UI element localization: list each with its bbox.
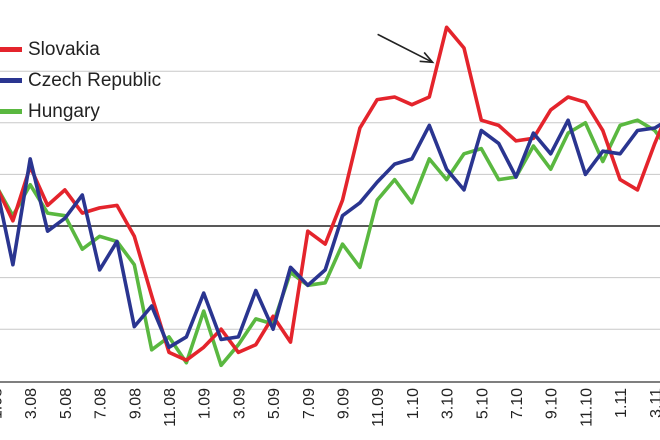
legend-label-czech-republic: Czech Republic — [28, 69, 162, 91]
legend-swatch-slovakia — [0, 47, 22, 52]
series-line-czech-republic — [0, 118, 660, 350]
x-tick-label: 9.09 — [336, 388, 353, 419]
legend-label-slovakia: Slovakia — [28, 38, 100, 60]
x-tick-label: 3.10 — [440, 388, 457, 419]
legend-swatch-czech-republic — [0, 78, 22, 83]
x-tick-label: 7.09 — [301, 388, 318, 419]
x-tick-label: 9.08 — [127, 388, 144, 419]
x-tick-label: 3.09 — [231, 388, 248, 419]
arrow-annotation-shaft — [377, 33, 433, 64]
x-tick-label: 3.11 — [648, 388, 660, 418]
x-tick-label: 1.08 — [0, 388, 6, 419]
grid-lines — [0, 70, 660, 383]
legend-item-slovakia: Slovakia — [0, 34, 161, 65]
annotations — [377, 33, 435, 64]
x-tick-label: 11.10 — [578, 388, 595, 427]
x-tick-label: 5.08 — [58, 388, 75, 419]
legend-item-hungary: Hungary — [0, 96, 161, 127]
x-tick-label: 5.10 — [474, 388, 491, 419]
x-tick-label: 11.09 — [370, 388, 387, 427]
x-tick-label: 5.09 — [266, 388, 283, 419]
x-tick-label: 3.08 — [23, 388, 40, 419]
legend-swatch-hungary — [0, 109, 22, 114]
legend-item-czech-republic: Czech Republic — [0, 65, 161, 96]
arrow-annotation-head — [419, 51, 435, 64]
series-line-slovakia — [0, 25, 660, 363]
x-tick-label: 7.10 — [509, 388, 526, 419]
x-tick-label: 1.10 — [405, 388, 422, 419]
series-lines — [0, 25, 660, 368]
x-axis-tick-labels: 1.08 3.08 5.08 7.08 9.08 11.08 1.09 3.09 5.09 7.0… — [0, 388, 660, 427]
x-tick-label: 9.10 — [544, 388, 561, 419]
x-tick-label: 7.08 — [93, 388, 110, 419]
series-line-hungary — [0, 118, 660, 368]
legend-label-hungary: Hungary — [28, 100, 100, 122]
x-tick-label: 1.09 — [197, 388, 214, 419]
x-tick-label: 11.08 — [162, 388, 179, 427]
legend: Slovakia Czech Republic Hungary — [0, 34, 161, 127]
x-tick-label: 1.11 — [613, 388, 630, 418]
